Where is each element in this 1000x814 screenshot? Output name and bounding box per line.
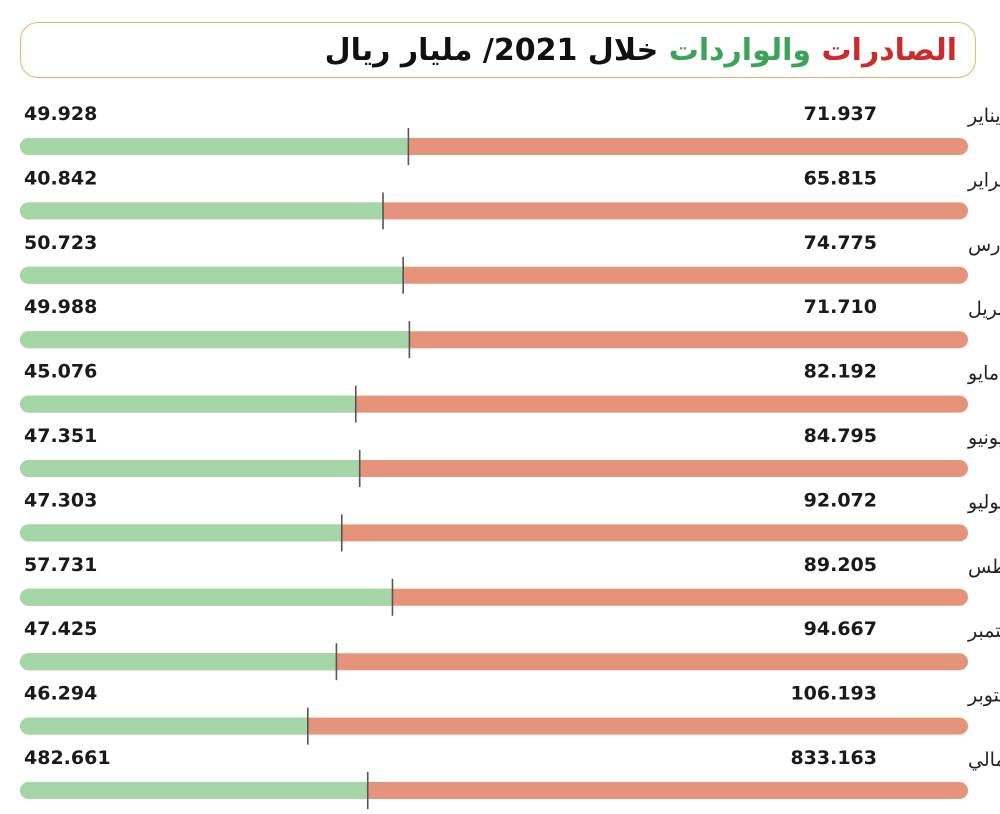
imports-bar — [20, 138, 409, 155]
imports-value: 45.076 — [24, 361, 97, 383]
imports-bar — [20, 524, 342, 542]
imports-value: 47.303 — [24, 489, 97, 511]
imports-bar-fill — [349, 460, 360, 477]
imports-bar-fill — [326, 653, 337, 671]
row-label: أغسطس — [968, 554, 1000, 578]
row-9: سبتمبر 94.667 47.425 — [20, 618, 1000, 681]
exports-value: 833.163 — [790, 747, 877, 769]
title-imports-word: والواردات — [668, 33, 812, 68]
row-label: يونيو — [967, 427, 1000, 449]
imports-bar-fill — [297, 717, 308, 735]
row-label: مارس — [968, 234, 1000, 256]
imports-bar — [20, 782, 368, 799]
row-label: يناير — [967, 105, 1000, 127]
exports-value: 106.193 — [790, 683, 877, 705]
row-11: الإجمالي 833.163 482.661 — [20, 747, 1000, 809]
row-label: مايو — [967, 363, 999, 385]
imports-value: 47.425 — [24, 618, 97, 640]
imports-value: 49.928 — [24, 103, 97, 125]
exports-value: 82.192 — [804, 361, 877, 383]
imports-bar — [20, 395, 356, 413]
exports-value: 84.795 — [804, 425, 877, 447]
exports-value: 92.072 — [804, 489, 877, 511]
title-exports-word: الصادرات — [821, 33, 957, 68]
row-2: فبراير 65.815 40.842 — [20, 167, 1000, 230]
exports-value: 71.710 — [804, 296, 877, 318]
imports-value: 50.723 — [24, 232, 97, 254]
row-4: أبريل 71.710 49.988 — [20, 296, 1000, 359]
imports-bar-fill — [331, 524, 342, 542]
row-label: يوليو — [967, 491, 1000, 513]
imports-bar-fill — [357, 782, 368, 799]
imports-bar — [20, 331, 410, 349]
row-3: مارس 74.775 50.723 — [20, 232, 1000, 294]
exports-value: 89.205 — [804, 554, 877, 576]
imports-bar — [20, 266, 404, 284]
imports-bar-fill — [345, 395, 356, 413]
row-10: أكتوبر 106.193 46.294 — [20, 683, 1000, 745]
imports-bar — [20, 717, 308, 735]
exports-value: 94.667 — [804, 618, 877, 640]
row-6: يونيو 84.795 47.351 — [20, 425, 1000, 487]
row-7: يوليو 92.072 47.303 — [20, 489, 1000, 552]
row-1: يناير 71.937 49.928 — [20, 103, 1000, 165]
imports-bar — [20, 588, 393, 606]
imports-bar-fill — [382, 588, 393, 606]
imports-bar — [20, 460, 360, 477]
imports-value: 46.294 — [24, 683, 97, 705]
imports-value: 49.988 — [24, 296, 97, 318]
exports-value: 74.775 — [804, 232, 877, 254]
imports-value: 47.351 — [24, 425, 97, 447]
imports-bar-fill — [399, 331, 410, 349]
row-8: أغسطس 89.205 57.731 — [20, 554, 1000, 616]
imports-value: 57.731 — [24, 554, 97, 576]
chart-title: الصادرات والواردات خلال 2021/ مليار ريال — [20, 22, 976, 78]
row-label: أكتوبر — [967, 683, 1000, 707]
imports-bar — [20, 653, 337, 671]
imports-value: 40.842 — [24, 167, 97, 189]
row-label: فبراير — [967, 169, 1000, 191]
row-label: سبتمبر — [967, 620, 1000, 642]
imports-bar — [20, 202, 384, 220]
imports-bar-fill — [398, 138, 409, 155]
title-rest: خلال 2021/ مليار ريال — [324, 33, 659, 68]
imports-bar-fill — [393, 266, 404, 284]
exports-value: 65.815 — [804, 167, 877, 189]
row-label: أبريل — [968, 296, 1000, 320]
row-label: الإجمالي — [968, 749, 1000, 771]
imports-bar-fill — [373, 202, 384, 220]
exports-value: 71.937 — [804, 103, 877, 125]
imports-value: 482.661 — [24, 747, 111, 769]
row-5: مايو 82.192 45.076 — [20, 361, 999, 423]
